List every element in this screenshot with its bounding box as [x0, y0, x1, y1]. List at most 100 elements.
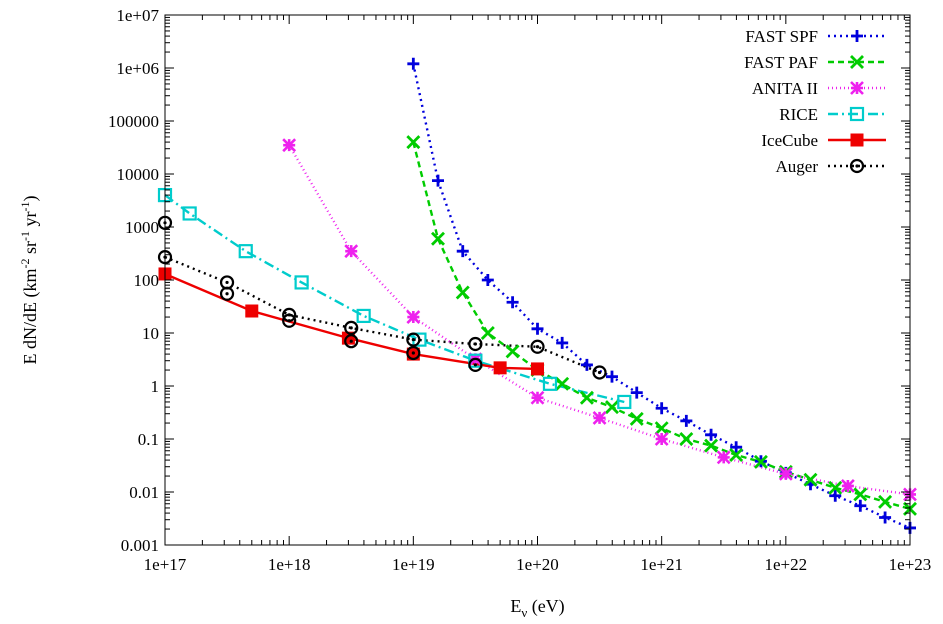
- y-axis-label-part: sr: [20, 241, 40, 259]
- x-tick-label: 1e+23: [889, 555, 932, 574]
- plot-markers: [157, 57, 917, 534]
- data-point-rice: [468, 353, 483, 368]
- y-axis-label-exp: -1: [18, 202, 32, 212]
- data-point-auger: [468, 336, 483, 352]
- y-axis-label-part: E dN/dE (km: [20, 269, 41, 365]
- data-point-auger: [219, 286, 235, 301]
- y-axis-label: E dN/dE (km-2 sr-1 yr-1): [18, 196, 41, 365]
- data-point-anita-ii: [716, 450, 731, 465]
- y-tick-label: 0.001: [121, 536, 159, 555]
- x-axis-label-sub: ν: [521, 605, 527, 620]
- data-point-fast-paf: [753, 454, 768, 469]
- data-point-icecube: [531, 362, 544, 376]
- data-point-anita-ii: [778, 466, 793, 481]
- x-tick-label: 1e+18: [268, 555, 311, 574]
- data-point-fast-paf: [878, 494, 893, 509]
- x-tick-label: 1e+20: [516, 555, 559, 574]
- data-point-auger: [406, 332, 421, 347]
- y-axis-label-part: yr: [20, 212, 40, 232]
- data-point-fast-spf: [506, 296, 519, 309]
- data-point-fast-paf: [406, 135, 421, 150]
- y-tick-label: 100: [134, 271, 160, 290]
- data-point-auger-center: [473, 342, 477, 346]
- y-tick-label: 1000: [125, 218, 159, 237]
- data-point-fast-paf: [704, 438, 719, 453]
- data-point-anita-ii: [406, 310, 421, 324]
- legend-marker-rice: [849, 106, 865, 122]
- data-point-anita-ii: [840, 479, 855, 493]
- data-point-fast-paf: [679, 432, 694, 446]
- data-point-fast-spf: [605, 370, 618, 383]
- y-tick-label: 1e+06: [116, 59, 159, 78]
- legend-marker-auger: [849, 158, 865, 174]
- y-tick-label: 0.1: [138, 430, 159, 449]
- data-point-fast-spf: [680, 414, 693, 427]
- data-point-fast-spf: [829, 489, 842, 502]
- data-point-rice: [238, 244, 253, 259]
- data-point-auger: [282, 313, 297, 328]
- data-point-fast-spf: [456, 245, 469, 258]
- data-point-fast-paf: [803, 472, 818, 487]
- legend-marker-icecube: [850, 133, 864, 147]
- data-point-fast-spf: [879, 511, 892, 524]
- data-point-fast-paf: [654, 421, 669, 436]
- series-line-auger: [164, 255, 600, 374]
- data-point-fast-spf: [432, 174, 444, 187]
- legend-label-auger: Auger: [776, 157, 819, 176]
- data-point-auger-center: [225, 292, 229, 296]
- data-point-auger-center: [349, 339, 353, 343]
- data-point-rice: [617, 394, 632, 410]
- x-tick-label: 1e+17: [144, 555, 187, 574]
- data-point-icecube: [493, 361, 507, 375]
- data-point-rice: [542, 376, 558, 391]
- data-point-fast-spf: [854, 499, 867, 512]
- x-tick-label: 1e+21: [640, 555, 683, 574]
- x-axis-label-main: E: [510, 596, 521, 616]
- data-point-auger-center: [535, 345, 540, 349]
- data-point-anita-ii: [282, 138, 297, 153]
- legend-label-rice: RICE: [779, 105, 818, 124]
- y-axis-label-exp: -1: [18, 231, 32, 241]
- data-point-fast-spf: [556, 336, 569, 349]
- data-point-fast-spf: [705, 428, 718, 441]
- data-point-fast-paf: [604, 400, 619, 415]
- data-point-fast-paf: [629, 411, 644, 426]
- legend: FAST SPF FAST PAF ANITA II RICE IceCube Auger: [744, 27, 886, 176]
- data-point-auger-center: [597, 370, 602, 375]
- data-point-auger-center: [411, 338, 415, 342]
- data-point-fast-spf: [655, 402, 668, 415]
- data-point-rice: [182, 206, 197, 221]
- data-point-fast-paf: [431, 231, 445, 246]
- legend-marker-auger-center: [855, 164, 859, 168]
- data-point-fast-spf: [630, 386, 643, 399]
- x-axis-label: Eν (eV): [510, 596, 564, 620]
- x-tick-label: 1e+19: [392, 555, 435, 574]
- data-point-auger: [344, 334, 359, 349]
- legend-marker-anita-ii: [850, 81, 864, 95]
- y-tick-label: 100000: [108, 112, 159, 131]
- legend-marker-fast-paf: [850, 55, 864, 69]
- data-point-fast-paf: [505, 344, 520, 359]
- y-tick-label: 1: [151, 377, 160, 396]
- data-point-fast-paf: [853, 487, 868, 502]
- data-point-auger: [468, 357, 483, 373]
- data-point-fast-spf: [481, 274, 494, 286]
- data-point-auger-center: [225, 280, 229, 285]
- y-tick-label: 0.01: [129, 483, 159, 502]
- data-point-auger: [592, 365, 607, 380]
- data-point-fast-paf: [480, 326, 495, 340]
- data-point-fast-paf: [579, 390, 594, 405]
- data-point-auger-center: [473, 363, 477, 367]
- data-point-auger-center: [411, 351, 415, 355]
- data-point-auger: [344, 320, 359, 335]
- y-tick-label: 10000: [117, 165, 160, 184]
- data-point-fast-spf: [580, 358, 593, 371]
- data-point-fast-paf: [729, 447, 744, 462]
- data-point-fast-spf: [407, 57, 420, 70]
- data-point-fast-spf: [730, 441, 743, 454]
- data-point-rice: [356, 308, 371, 324]
- axis-ticks: 1e+17 1e+18 1e+19 1e+20 1e+21 1e+22 1e+23 0.001…: [108, 6, 931, 574]
- legend-marker-fast-spf: [851, 30, 863, 42]
- legend-label-fast-spf: FAST SPF: [745, 27, 818, 46]
